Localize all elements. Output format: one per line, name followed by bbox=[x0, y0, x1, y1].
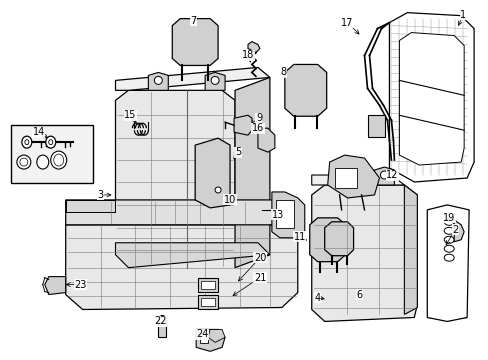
Text: 3: 3 bbox=[97, 190, 103, 200]
Text: 15: 15 bbox=[124, 110, 136, 120]
Bar bbox=[11, 125, 92, 183]
Text: 21: 21 bbox=[253, 273, 265, 283]
Polygon shape bbox=[427, 205, 468, 321]
Text: 22: 22 bbox=[154, 316, 166, 327]
Text: 9: 9 bbox=[255, 113, 262, 123]
Ellipse shape bbox=[17, 155, 31, 169]
Polygon shape bbox=[148, 72, 168, 90]
Text: 5: 5 bbox=[234, 147, 241, 157]
Ellipse shape bbox=[46, 136, 56, 148]
Ellipse shape bbox=[211, 76, 219, 84]
Polygon shape bbox=[388, 13, 473, 182]
Polygon shape bbox=[309, 218, 345, 262]
Polygon shape bbox=[45, 276, 65, 294]
Text: 11: 11 bbox=[293, 232, 305, 242]
Polygon shape bbox=[311, 175, 404, 185]
Ellipse shape bbox=[343, 171, 351, 179]
Bar bbox=[367, 115, 385, 137]
Polygon shape bbox=[196, 329, 224, 351]
Bar bbox=[201, 298, 215, 306]
Text: 24: 24 bbox=[196, 329, 208, 339]
Polygon shape bbox=[285, 64, 326, 116]
Ellipse shape bbox=[215, 187, 221, 193]
Polygon shape bbox=[205, 72, 224, 90]
Polygon shape bbox=[115, 243, 269, 268]
Ellipse shape bbox=[51, 151, 66, 169]
Bar bbox=[198, 278, 218, 292]
Text: 20: 20 bbox=[253, 253, 265, 263]
Text: 12: 12 bbox=[386, 170, 398, 180]
Text: 7: 7 bbox=[190, 15, 196, 26]
Polygon shape bbox=[324, 222, 353, 256]
Polygon shape bbox=[65, 200, 297, 225]
Text: 10: 10 bbox=[224, 195, 236, 205]
Bar bbox=[158, 321, 166, 337]
Text: 8: 8 bbox=[280, 67, 286, 77]
Polygon shape bbox=[453, 220, 463, 242]
Polygon shape bbox=[65, 225, 297, 310]
Polygon shape bbox=[195, 138, 229, 208]
Polygon shape bbox=[234, 115, 251, 135]
Polygon shape bbox=[311, 185, 416, 321]
Polygon shape bbox=[337, 167, 357, 185]
Text: 23: 23 bbox=[74, 280, 87, 289]
Polygon shape bbox=[235, 77, 269, 268]
Text: 13: 13 bbox=[271, 210, 284, 220]
Ellipse shape bbox=[154, 76, 162, 84]
Ellipse shape bbox=[22, 136, 32, 148]
Text: 17: 17 bbox=[341, 18, 353, 28]
Polygon shape bbox=[65, 200, 115, 212]
Text: 14: 14 bbox=[33, 127, 45, 137]
Text: 19: 19 bbox=[442, 213, 454, 223]
Text: 1: 1 bbox=[459, 10, 465, 20]
Polygon shape bbox=[327, 155, 379, 198]
Polygon shape bbox=[258, 128, 274, 152]
Polygon shape bbox=[115, 90, 235, 268]
Polygon shape bbox=[404, 185, 416, 315]
Bar bbox=[200, 333, 208, 343]
Polygon shape bbox=[271, 192, 304, 238]
Polygon shape bbox=[208, 329, 224, 342]
Polygon shape bbox=[247, 41, 260, 53]
Ellipse shape bbox=[158, 315, 166, 323]
Text: 2: 2 bbox=[451, 225, 457, 235]
Polygon shape bbox=[172, 19, 218, 66]
Bar bbox=[201, 280, 215, 289]
Polygon shape bbox=[399, 32, 463, 165]
Text: 18: 18 bbox=[242, 50, 254, 60]
Text: 16: 16 bbox=[251, 123, 264, 133]
Text: 4: 4 bbox=[314, 293, 320, 302]
Bar bbox=[275, 200, 293, 228]
Bar bbox=[334, 168, 356, 188]
Bar bbox=[198, 294, 218, 309]
Polygon shape bbox=[374, 167, 394, 185]
Ellipse shape bbox=[380, 171, 387, 179]
Text: 6: 6 bbox=[356, 289, 362, 300]
Ellipse shape bbox=[37, 155, 49, 169]
Polygon shape bbox=[115, 67, 269, 90]
